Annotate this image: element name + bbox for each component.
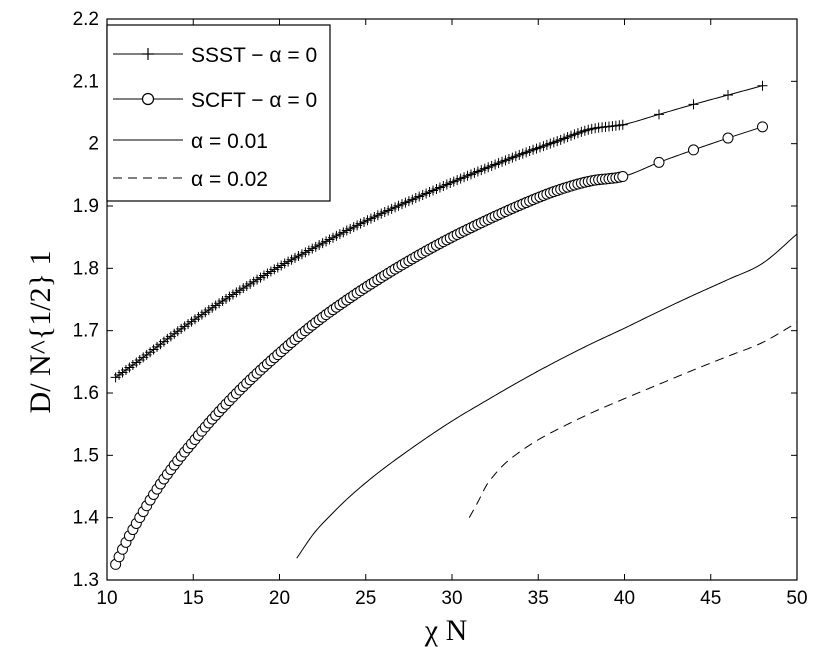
y-tick-label: 2.2 (73, 9, 99, 30)
legend-marker-plus (142, 48, 154, 60)
data-point-plus (688, 99, 699, 110)
x-tick-label: 45 (700, 588, 721, 609)
data-point-circle (757, 121, 768, 133)
ticks-layer: 10 15 20 25 30 35 40 45 50 1.3 1.4 1.5 1.6 1.7 1.8 1.9 2… (73, 9, 808, 609)
y-axis-label: D/ N^{1/2} 1 (24, 251, 57, 414)
data-point-circle (722, 132, 734, 144)
series-line-3 (468, 322, 798, 518)
data-point-circle (688, 144, 699, 156)
y-tick-label: 1.8 (73, 258, 99, 279)
x-tick-label: 40 (614, 588, 635, 609)
legend-label-alpha-002: α = 0.02 (191, 168, 268, 191)
x-tick-label: 10 (96, 588, 117, 609)
y-tick-label: 1.3 (73, 570, 99, 591)
y-tick-label: 1.4 (73, 508, 100, 529)
legend-label-alpha-001: α = 0.01 (191, 130, 268, 153)
y-tick-label: 1.5 (73, 445, 99, 466)
data-point-plus (723, 90, 733, 101)
x-tick-label: 50 (786, 588, 807, 609)
legend: SSST − α = 0 SCFT − α = 0 α = 0.01 α = 0… (106, 24, 331, 202)
legend-item-scft: SCFT − α = 0 (113, 89, 317, 112)
y-tick-label: 1.7 (73, 321, 99, 342)
data-point-plus (654, 109, 664, 120)
series-line-2 (296, 233, 798, 559)
y-tick-label: 1.9 (73, 196, 99, 217)
x-tick-label: 15 (183, 588, 204, 609)
legend-item-alpha-002: α = 0.02 (113, 168, 268, 191)
data-point-plus (757, 80, 768, 91)
x-tick-label: 30 (441, 588, 462, 609)
data-point-circle (653, 156, 665, 168)
x-tick-label: 25 (355, 588, 376, 609)
data-point-plus (617, 119, 628, 130)
legend-label-ssst: SSST − α = 0 (191, 44, 317, 67)
y-tick-label: 1.6 (73, 383, 99, 404)
x-axis-label: χ N (424, 614, 467, 647)
legend-item-ssst: SSST − α = 0 (113, 44, 317, 67)
legend-marker-circle (141, 92, 155, 106)
series-layer (110, 80, 798, 570)
y-tick-label: 2.1 (73, 71, 99, 92)
x-tick-label: 20 (269, 588, 290, 609)
data-point-circle (617, 171, 629, 183)
x-tick-label: 35 (528, 588, 549, 609)
y-tick-label: 2 (88, 134, 99, 155)
legend-label-scft: SCFT − α = 0 (191, 89, 317, 112)
legend-item-alpha-001: α = 0.01 (113, 130, 268, 153)
